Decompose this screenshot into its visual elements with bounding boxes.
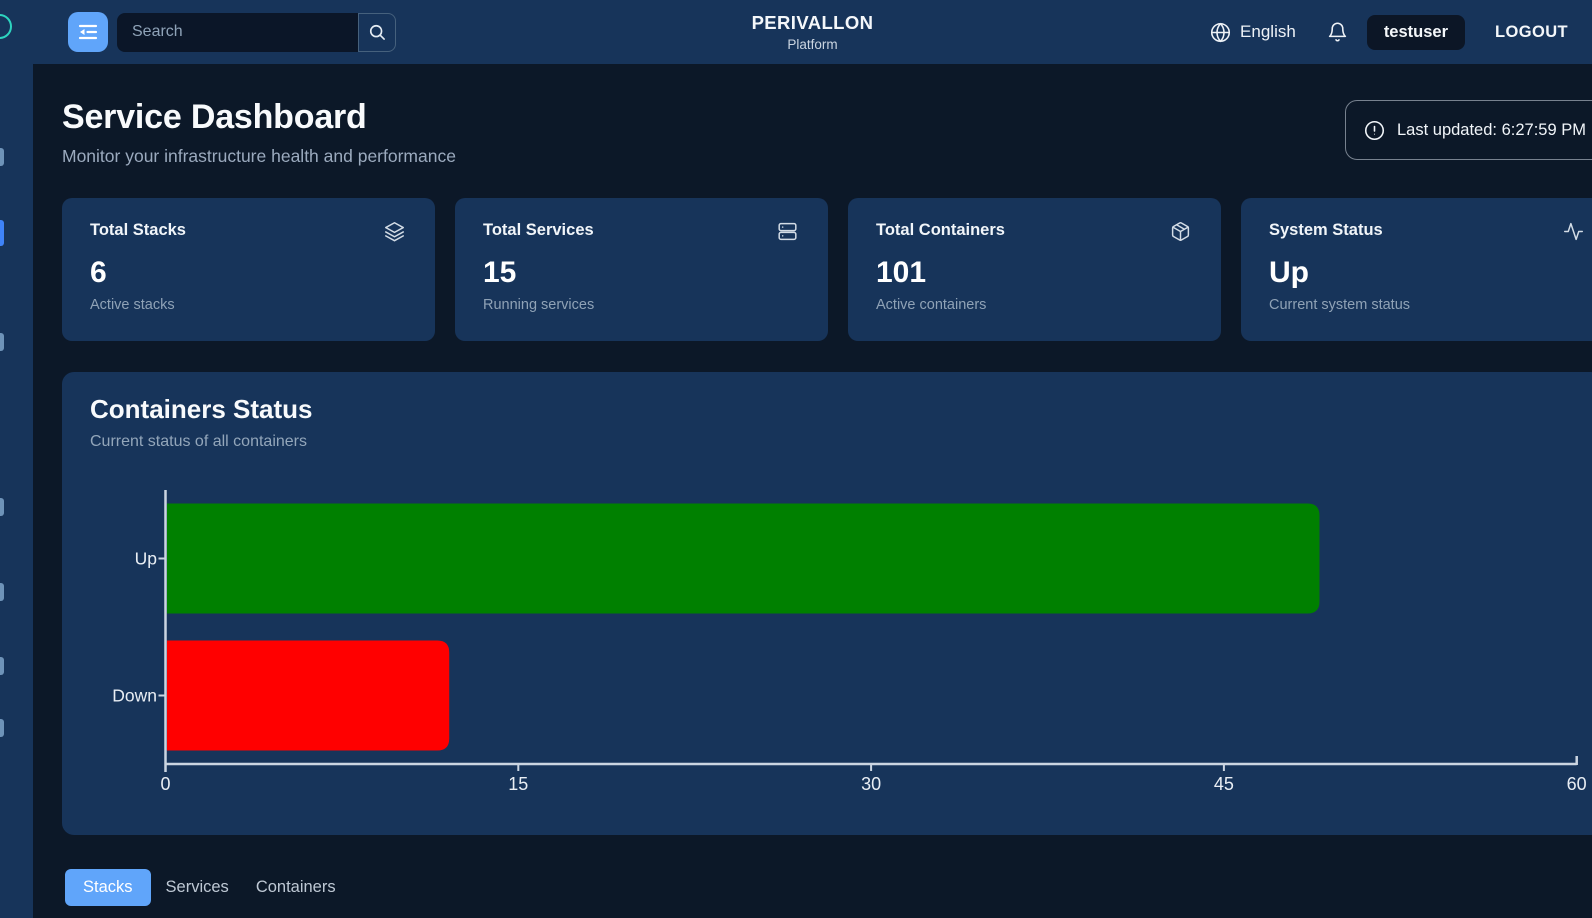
y-axis-label-up: Up bbox=[135, 549, 157, 569]
search-icon bbox=[369, 24, 385, 40]
stat-card-value: 6 bbox=[90, 256, 107, 289]
content-column: PERIVALLON Platform English bbox=[33, 0, 1592, 918]
stat-card-system-status: System Status Up Current system status bbox=[1241, 198, 1592, 341]
rail-logo-icon bbox=[0, 14, 12, 39]
language-selector[interactable]: English bbox=[1210, 22, 1296, 43]
language-label: English bbox=[1240, 22, 1296, 41]
stat-card-total-containers: Total Containers 101 Active containers bbox=[848, 198, 1221, 341]
stat-card-caption: Active containers bbox=[876, 297, 987, 313]
stat-card-value: 101 bbox=[876, 256, 927, 289]
containers-status-chart: Up Down 0 15 30 45 60 bbox=[112, 490, 1587, 794]
chart-title: Containers Status bbox=[90, 394, 313, 424]
stat-card-title: Total Services bbox=[483, 221, 594, 239]
page-subtitle: Monitor your infrastructure health and p… bbox=[62, 146, 456, 166]
logout-button[interactable]: LOGOUT bbox=[1495, 22, 1568, 41]
y-axis-label-down: Down bbox=[112, 686, 157, 706]
notifications-button[interactable] bbox=[1327, 21, 1348, 43]
x-axis-label: 30 bbox=[861, 774, 881, 794]
stat-card-caption: Running services bbox=[483, 297, 595, 313]
collapse-menu-icon bbox=[78, 24, 98, 40]
package-icon bbox=[1171, 222, 1190, 241]
rail-item-fragment-active[interactable] bbox=[0, 220, 4, 246]
last-updated-box: Last updated: 6:27:59 PM bbox=[1345, 100, 1592, 160]
bar-down bbox=[167, 640, 450, 751]
stat-card-caption: Current system status bbox=[1269, 297, 1411, 313]
search-group bbox=[117, 12, 396, 52]
tab-containers[interactable]: Containers bbox=[244, 869, 348, 906]
alert-circle-icon bbox=[1364, 120, 1385, 140]
sidebar-toggle-button[interactable] bbox=[68, 12, 108, 52]
stat-card-value: Up bbox=[1269, 256, 1309, 289]
topbar-right: English testuser LOGOUT bbox=[1210, 14, 1568, 50]
brand-block: PERIVALLON Platform bbox=[752, 12, 874, 52]
activity-icon bbox=[1564, 222, 1583, 241]
brand-subtitle: Platform bbox=[787, 37, 838, 52]
stat-card-total-stacks: Total Stacks 6 Active stacks bbox=[62, 198, 435, 341]
last-updated-text: Last updated: 6:27:59 PM bbox=[1397, 120, 1586, 139]
stat-card-title: Total Containers bbox=[876, 221, 1005, 239]
tab-services[interactable]: Services bbox=[154, 869, 241, 906]
bar-up bbox=[167, 503, 1320, 614]
x-axis-label: 45 bbox=[1214, 774, 1234, 794]
stat-card-caption: Active stacks bbox=[90, 297, 175, 313]
rail-item-fragment[interactable] bbox=[0, 719, 4, 737]
page-title: Service Dashboard bbox=[62, 98, 367, 136]
search-input[interactable] bbox=[117, 12, 358, 52]
containers-status-card: Containers Status Current status of all … bbox=[62, 372, 1592, 835]
x-axis-label: 60 bbox=[1567, 774, 1587, 794]
chart-subtitle: Current status of all containers bbox=[90, 433, 307, 451]
stats-row: Total Stacks 6 Active stacks Total Servi… bbox=[62, 198, 1592, 341]
main-area: Service Dashboard Monitor your infrastru… bbox=[33, 64, 1592, 918]
tab-stacks[interactable]: Stacks bbox=[65, 869, 151, 906]
x-axis-label: 15 bbox=[508, 774, 528, 794]
user-badge[interactable]: testuser bbox=[1366, 14, 1466, 50]
bell-icon bbox=[1328, 22, 1346, 42]
rail-item-fragment[interactable] bbox=[0, 583, 4, 601]
topbar: PERIVALLON Platform English bbox=[33, 0, 1592, 64]
stat-card-title: System Status bbox=[1269, 221, 1383, 239]
rail-item-fragment[interactable] bbox=[0, 333, 4, 351]
rail-item-fragment[interactable] bbox=[0, 148, 4, 166]
rail-item-fragment[interactable] bbox=[0, 657, 4, 675]
rail-item-fragment[interactable] bbox=[0, 498, 4, 516]
layers-icon bbox=[385, 222, 404, 242]
server-icon bbox=[778, 222, 797, 241]
bottom-tabs: Stacks Services Containers bbox=[65, 869, 1592, 906]
search-button[interactable] bbox=[358, 12, 396, 52]
stat-card-total-services: Total Services 15 Running services bbox=[455, 198, 828, 341]
stat-card-title: Total Stacks bbox=[90, 221, 186, 239]
x-axis-label: 0 bbox=[160, 774, 170, 794]
page-header: Service Dashboard Monitor your infrastru… bbox=[62, 100, 1592, 167]
globe-icon bbox=[1211, 22, 1231, 42]
sidebar-rail bbox=[0, 0, 33, 918]
brand-title: PERIVALLON bbox=[751, 12, 874, 33]
stat-card-value: 15 bbox=[483, 256, 517, 289]
